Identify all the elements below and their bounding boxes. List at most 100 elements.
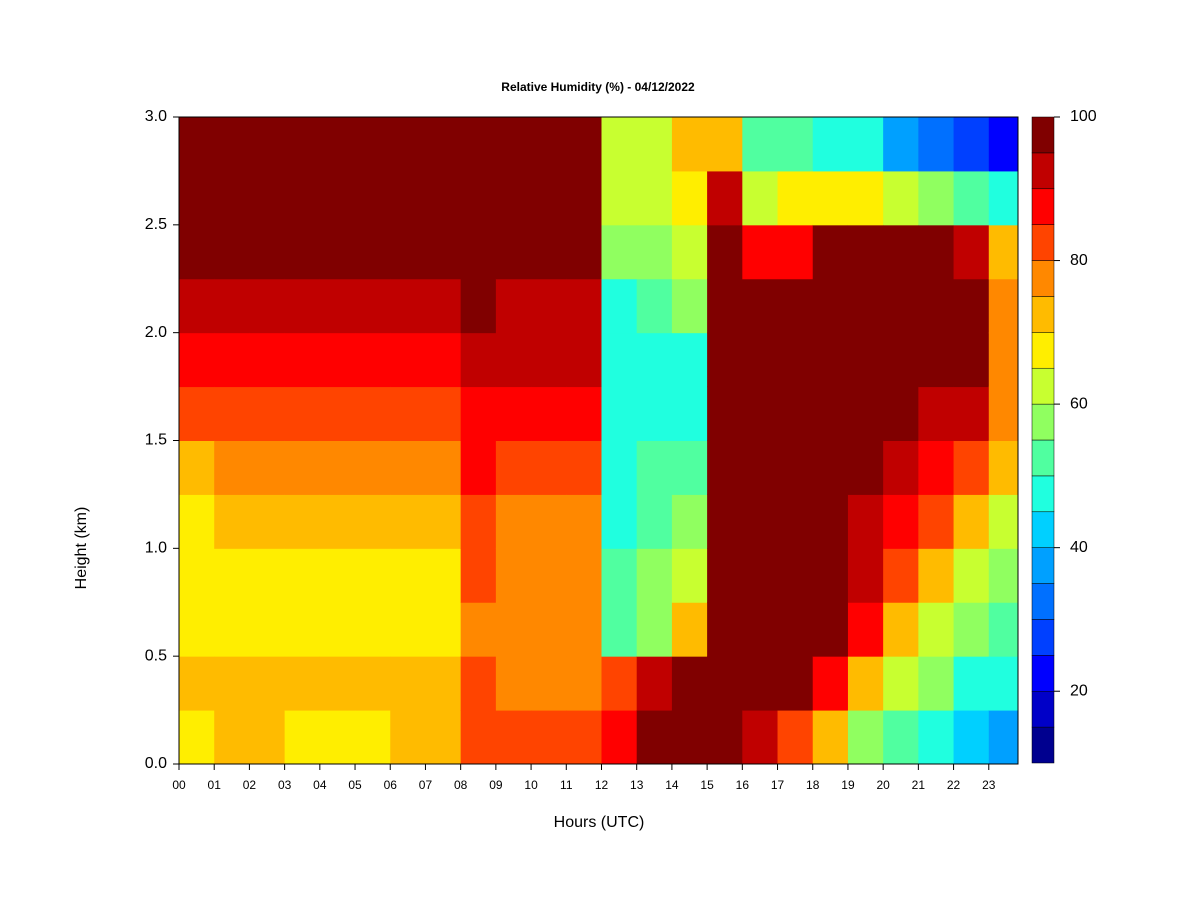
heat-cell [566,440,602,495]
heat-cell [214,278,250,334]
heat-cell [355,494,391,549]
heat-cell [636,117,673,172]
heat-cell [707,278,743,334]
heat-cell [601,332,638,388]
colorbar-box [1031,619,1055,656]
heat-cell [742,494,779,549]
y-tick-label: 3.0 [145,108,167,125]
heat-cell [566,117,602,172]
heat-cell [319,278,356,334]
heat-cell [214,224,250,280]
heat-cell [777,710,814,765]
colorbar-box [1031,188,1055,225]
heat-cell [883,440,919,495]
heat-cell [179,494,215,549]
heat-cell [249,710,286,765]
x-tick-label: 11 [560,778,573,792]
x-tick-label: 21 [912,778,926,792]
heat-cell [671,602,708,657]
heat-cell [284,224,321,280]
heat-cell [284,332,321,388]
heat-cell [777,117,814,172]
heat-cell [355,224,391,280]
x-axis-label: Hours (UTC) [554,814,645,831]
heat-cell [671,494,708,549]
heat-cell [777,548,814,603]
heat-cell [953,494,990,549]
heat-cell [425,656,462,711]
heat-cell [742,170,779,226]
heat-cell [390,170,426,226]
heat-cell [284,656,321,711]
heat-cell [988,386,1019,441]
y-axis-label: Height (km) [73,507,90,590]
heat-cell [460,440,497,495]
heat-cell [777,602,814,657]
heat-cell [777,440,814,495]
y-tick-label: 1.0 [145,540,167,557]
x-tick-label: 16 [736,778,750,792]
colorbar-tick-label: 60 [1070,395,1088,412]
heat-cell [812,170,849,226]
heat-cell [390,117,426,172]
heat-cell [883,710,919,765]
heat-cell [319,440,356,495]
heat-cell [988,278,1019,334]
heat-cell [988,656,1019,711]
heat-cell [390,224,426,280]
heat-cell [179,440,215,495]
heat-cell [671,548,708,603]
heat-cell [988,332,1019,388]
heat-cell [883,386,919,441]
heat-cell [355,602,391,657]
heat-cell [284,386,321,441]
heat-cell [566,656,602,711]
heat-cell [566,278,602,334]
heat-cell [777,224,814,280]
heat-cell [425,170,462,226]
heat-cell [777,494,814,549]
heat-cell [636,170,673,226]
heat-cell [742,386,779,441]
heat-cell [847,278,884,334]
heat-cell [847,332,884,388]
heat-cell [214,656,250,711]
heat-cell [777,278,814,334]
heat-cell [636,278,673,334]
heat-cell [531,710,567,765]
heat-cell [319,602,356,657]
heat-cell [531,170,567,226]
heat-cell [566,224,602,280]
heat-cell [918,440,955,495]
heat-cell [284,710,321,765]
heat-cell [390,332,426,388]
x-tick-label: 13 [630,778,644,792]
heat-cell [460,494,497,549]
heat-cell [812,548,849,603]
heat-cell [918,332,955,388]
heat-cell [425,494,462,549]
heat-cell [742,440,779,495]
heat-cell [883,494,919,549]
colorbar-box [1031,116,1055,154]
heat-cell [319,548,356,603]
x-tick-label: 09 [489,778,503,792]
heat-cell [531,602,567,657]
heat-cell [742,602,779,657]
heat-cell [742,117,779,172]
heat-cell [777,656,814,711]
heat-cell [883,170,919,226]
heat-cell [319,494,356,549]
heat-cell [601,386,638,441]
heat-cell [460,602,497,657]
x-tick-label: 05 [348,778,362,792]
heat-cell [425,602,462,657]
heat-cell [883,548,919,603]
heat-cell [671,656,708,711]
heat-cell [249,117,286,172]
heat-cell [284,278,321,334]
heat-cell [425,710,462,765]
heat-cell [214,548,250,603]
y-tick-label: 0.0 [145,755,167,772]
heat-cell [671,386,708,441]
